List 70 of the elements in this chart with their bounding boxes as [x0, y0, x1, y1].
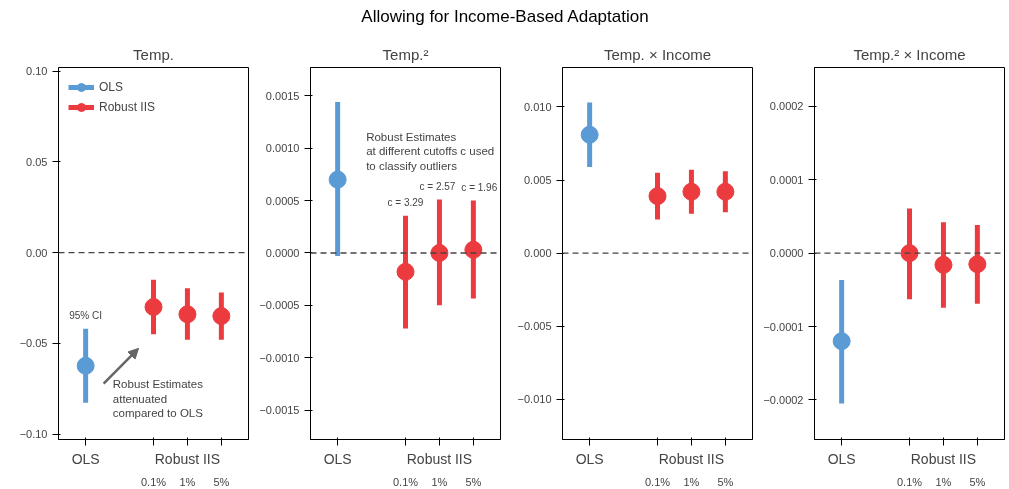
chart-subtitle: Temp. × Income — [603, 45, 712, 63]
y-tick-label: 0.0001 — [769, 173, 804, 186]
x-tick-label: OLS — [323, 450, 352, 467]
chart-subtitle: Temp.² × Income — [853, 45, 966, 63]
annotation: c = 2.57 — [419, 180, 456, 192]
y-tick-label: 0.010 — [523, 100, 552, 113]
legend-label: OLS — [99, 80, 124, 94]
annotation: 95% CI — [69, 309, 103, 321]
annotation: c = 1.96 — [461, 181, 498, 193]
point — [934, 255, 953, 274]
point — [396, 262, 415, 281]
chart-subtitle: Temp. — [133, 45, 174, 63]
text: Robust IIS — [910, 450, 977, 467]
annotation: Robust Estimates at different cutoffs c used to classify outliers — [366, 130, 495, 172]
y-tick-label: −0.10 — [19, 428, 48, 441]
x-tick-label: OLS — [827, 450, 856, 467]
y-tick-label: 0.0015 — [265, 89, 300, 102]
y-tick-label: 0.0010 — [265, 142, 300, 155]
y-tick-label: −0.0001 — [763, 320, 804, 333]
x-tick-label: 5% — [717, 475, 734, 488]
text: Robust IIS — [154, 450, 221, 467]
y-tick-label: 0.000 — [523, 247, 552, 260]
y-tick-label: −0.010 — [517, 393, 552, 406]
point — [212, 307, 231, 326]
y-tick-label: 0.005 — [523, 174, 552, 187]
y-tick-label: 0.0002 — [769, 100, 804, 113]
x-tick-label: 5% — [465, 475, 482, 488]
y-tick-label: −0.0015 — [259, 404, 300, 417]
y-tick-label: 0.0000 — [769, 247, 804, 260]
x-tick-label: 0.1% — [896, 475, 923, 488]
legend-label: Robust IIS — [99, 100, 156, 114]
y-tick-label: 0.0005 — [265, 194, 300, 207]
y-tick-label: 0.05 — [26, 155, 48, 168]
y-tick-label: −0.05 — [19, 337, 48, 350]
x-tick-label: 0.1% — [644, 475, 671, 488]
x-tick-label: 5% — [213, 475, 230, 488]
annotation: Robust Estimates attenuated compared to OLS — [112, 378, 204, 419]
point — [328, 170, 347, 189]
point — [648, 187, 667, 206]
x-tick-label: 1% — [431, 475, 448, 488]
point — [144, 298, 163, 317]
x-tick-label: 0.1% — [392, 475, 419, 488]
point — [716, 182, 735, 201]
text: Robust IIS — [658, 450, 725, 467]
y-tick-label: 0.10 — [26, 65, 48, 78]
y-tick-label: −0.005 — [517, 320, 552, 333]
annotation: c = 3.29 — [387, 196, 424, 208]
x-tick-label: OLS — [71, 450, 100, 467]
y-tick-label: 0.0000 — [265, 246, 300, 259]
point — [76, 356, 95, 375]
x-tick-label: 5% — [969, 475, 986, 488]
text: Robust IIS — [406, 450, 473, 467]
y-tick-label: −0.0005 — [259, 299, 300, 312]
y-tick-label: −0.0010 — [259, 351, 300, 364]
chart-subtitle: Temp.² — [382, 45, 429, 63]
x-tick-label: 0.1% — [140, 475, 167, 488]
y-tick-label: −0.0002 — [763, 393, 804, 406]
x-tick-label: 1% — [935, 475, 952, 488]
point — [464, 240, 483, 259]
text: Allowing for Income-Based Adaptation — [361, 6, 649, 28]
point — [968, 255, 987, 274]
point — [580, 125, 599, 144]
x-tick-label: 1% — [683, 475, 700, 488]
point — [178, 305, 197, 324]
point — [682, 182, 701, 201]
x-tick-label: 1% — [179, 475, 196, 488]
y-tick-label: 0.00 — [26, 246, 48, 259]
point — [900, 244, 919, 263]
x-tick-label: OLS — [575, 450, 604, 467]
point — [832, 332, 851, 351]
